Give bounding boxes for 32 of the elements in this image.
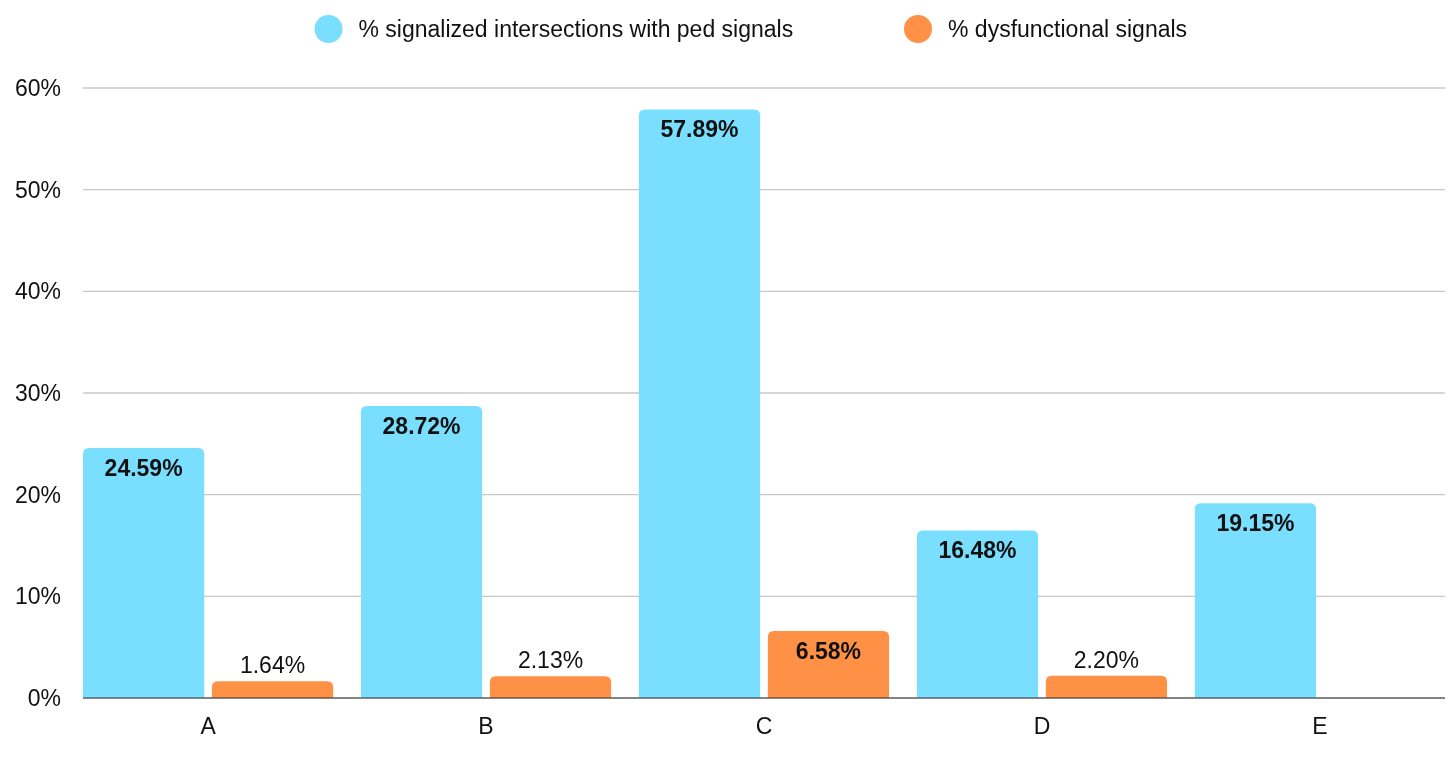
y-tick-label: 20% xyxy=(14,481,61,508)
bar xyxy=(83,448,205,698)
data-label: 6.58% xyxy=(795,638,862,665)
x-tick-label: C xyxy=(755,713,773,739)
y-tick-label: 0% xyxy=(27,685,61,711)
bar xyxy=(1194,503,1317,698)
data-label: 19.15% xyxy=(1216,510,1295,537)
bar xyxy=(211,681,334,698)
legend-label: % dysfunctional signals xyxy=(948,16,1188,42)
legend-label: % signalized intersections with ped signals xyxy=(358,16,794,42)
bar xyxy=(916,530,1039,698)
data-label: 57.89% xyxy=(660,116,739,143)
bar xyxy=(360,406,483,698)
y-tick-label: 50% xyxy=(14,176,61,203)
bar xyxy=(489,676,612,698)
data-label: 24.59% xyxy=(104,455,183,481)
y-tick-label: 40% xyxy=(14,278,61,305)
data-label: 28.72% xyxy=(382,413,461,440)
x-tick-label: A xyxy=(200,713,217,739)
bar xyxy=(767,631,890,698)
data-label: 2.13% xyxy=(517,647,584,674)
data-label: 2.20% xyxy=(1073,646,1140,673)
y-tick-label: 60% xyxy=(14,75,61,101)
y-tick-label: 10% xyxy=(14,583,61,610)
x-tick-label: B xyxy=(478,713,494,739)
y-tick-label: 30% xyxy=(14,380,61,406)
x-tick-label: D xyxy=(1033,713,1051,739)
bar xyxy=(1045,675,1168,698)
data-label: 1.64% xyxy=(239,652,306,679)
x-tick-label: E xyxy=(1312,713,1328,739)
bar xyxy=(638,109,761,698)
data-label: 16.48% xyxy=(938,537,1017,564)
